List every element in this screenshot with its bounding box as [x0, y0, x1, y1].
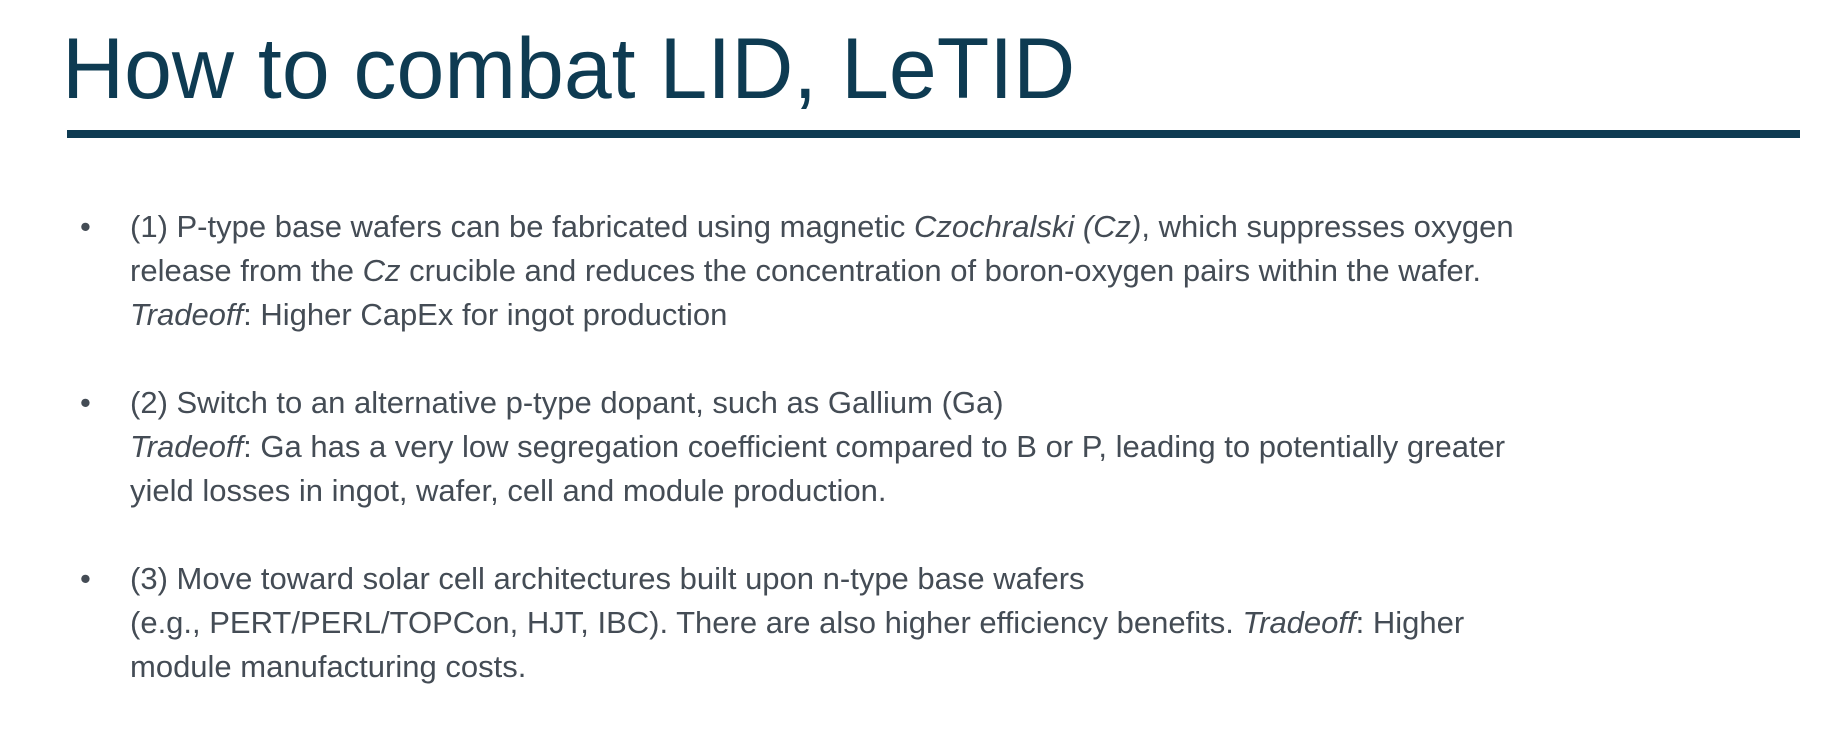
bullet-line: Tradeoff: Ga has a very low segregation … — [130, 425, 1780, 469]
bullet-text-italic: Tradeoff — [130, 429, 244, 464]
bullet-text: : Ga has a very low segregation coeffici… — [243, 429, 1506, 464]
bullet-text: (3) Move toward solar cell architectures… — [130, 561, 1085, 596]
bullet-text: yield losses in ingot, wafer, cell and m… — [130, 473, 887, 508]
bullet-text-italic: Tradeoff — [1242, 605, 1356, 640]
bullet-line: (1) P-type base wafers can be fabricated… — [130, 205, 1780, 249]
bullet-item: • (1) P-type base wafers can be fabricat… — [80, 205, 1780, 337]
bullet-text: : Higher CapEx for ingot production — [243, 297, 728, 332]
bullet-line: release from the Cz crucible and reduces… — [130, 249, 1780, 293]
bullet-text-italic: Tradeoff — [130, 297, 244, 332]
bullet-item: • (2) Switch to an alternative p-type do… — [80, 381, 1780, 513]
bullet-text-italic: Cz — [362, 253, 401, 288]
slide-title: How to combat LID, LeTID — [62, 21, 1076, 117]
bullet-text: (e.g., PERT/PERL/TOPCon, HJT, IBC). Ther… — [130, 605, 1243, 640]
bullet-text: : Higher — [1355, 605, 1465, 640]
bullet-marker: • — [80, 385, 91, 420]
bullet-text: release from the — [130, 253, 363, 288]
bullet-text: crucible and reduces the concentration o… — [400, 253, 1481, 288]
bullet-marker: • — [80, 209, 91, 244]
bullet-marker: • — [80, 561, 91, 596]
bullet-line: (3) Move toward solar cell architectures… — [130, 557, 1780, 601]
bullet-text: (2) Switch to an alternative p-type dopa… — [130, 385, 1004, 420]
bullet-line: (e.g., PERT/PERL/TOPCon, HJT, IBC). Ther… — [130, 601, 1780, 645]
bullet-item: • (3) Move toward solar cell architectur… — [80, 557, 1780, 689]
bullet-text-italic: Czochralski (Cz) — [914, 209, 1142, 244]
title-underline — [67, 130, 1800, 138]
bullet-list: • (1) P-type base wafers can be fabricat… — [80, 205, 1780, 689]
bullet-text: (1) P-type base wafers can be fabricated… — [130, 209, 915, 244]
bullet-text: , which suppresses oxygen — [1141, 209, 1514, 244]
bullet-line: Tradeoff: Higher CapEx for ingot product… — [130, 293, 1780, 337]
bullet-text: module manufacturing costs. — [130, 649, 527, 684]
bullet-line: module manufacturing costs. — [130, 645, 1780, 689]
bullet-line: yield losses in ingot, wafer, cell and m… — [130, 469, 1780, 513]
bullet-line: (2) Switch to an alternative p-type dopa… — [130, 381, 1780, 425]
